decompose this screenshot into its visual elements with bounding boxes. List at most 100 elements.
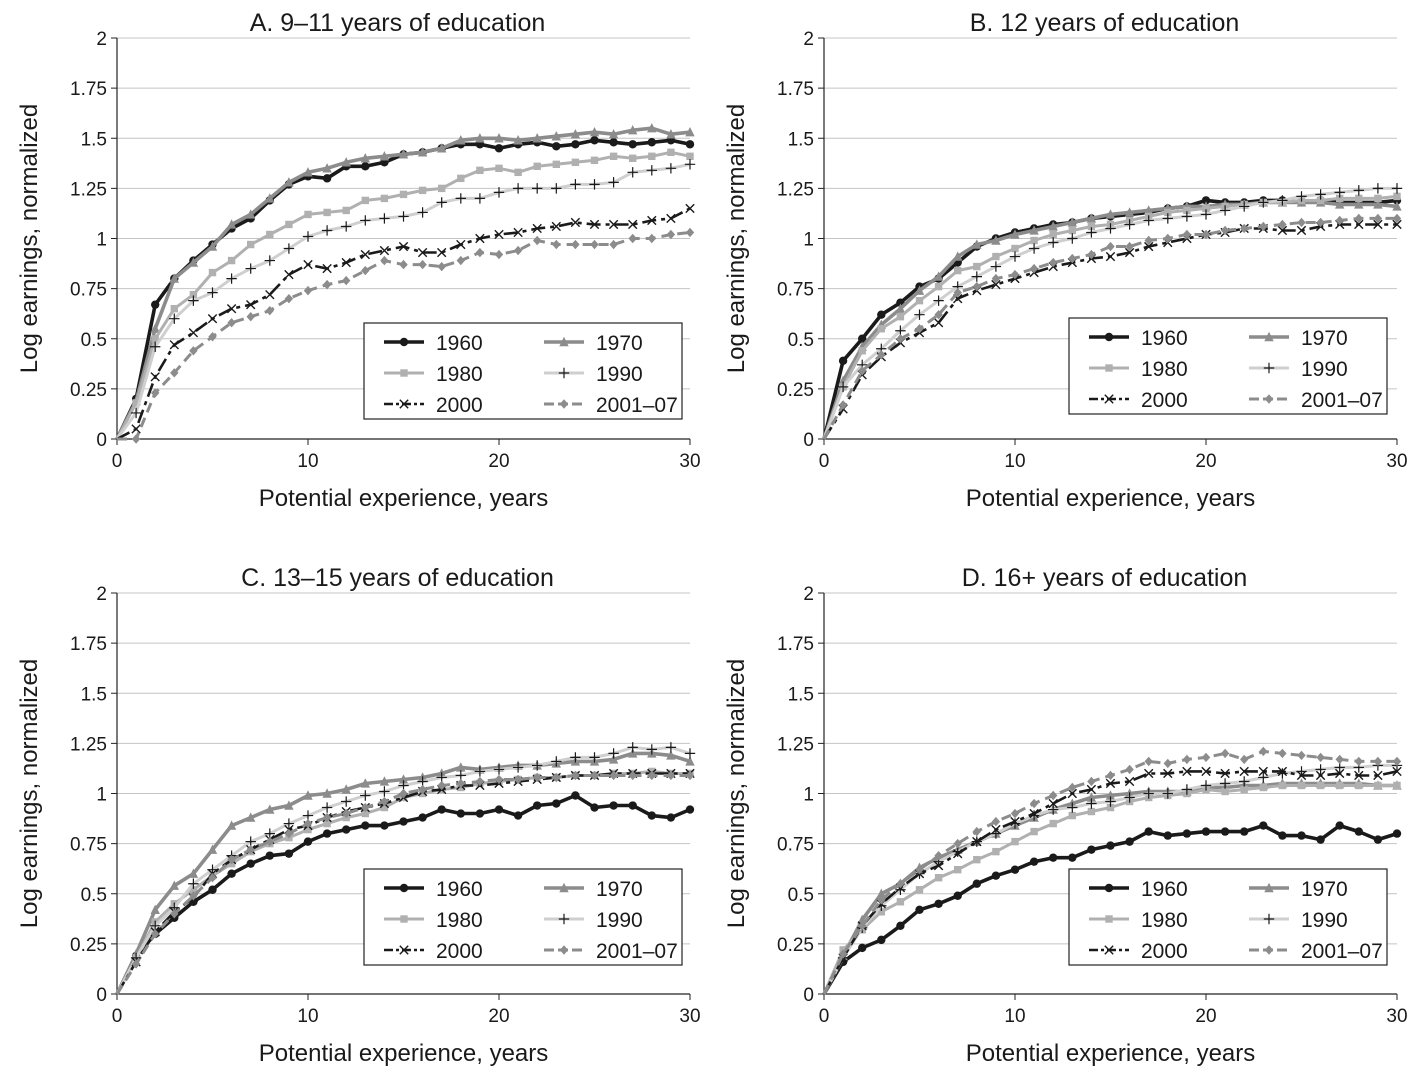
data-point: [608, 177, 619, 188]
data-point: [608, 219, 619, 230]
data-point: [991, 235, 1001, 245]
data-point: [1220, 768, 1230, 779]
x-tick-label: 20: [488, 1006, 509, 1027]
data-point: [1011, 244, 1019, 253]
data-point: [1183, 206, 1191, 215]
data-point: [1392, 756, 1402, 767]
data-point: [1125, 764, 1134, 775]
data-point: [1106, 241, 1115, 252]
data-point: [380, 255, 389, 266]
data-point: [379, 151, 390, 161]
data-point: [877, 908, 885, 916]
data-point: [1144, 235, 1153, 246]
series-5: [117, 227, 695, 444]
y-tick-label: 1: [803, 230, 814, 251]
data-point: [896, 898, 905, 906]
data-point: [627, 742, 638, 753]
x-tick-label: 30: [1386, 451, 1407, 472]
legend-label: 2001–07: [596, 394, 678, 417]
data-point: [150, 341, 161, 352]
y-axis-label: Log earnings, normalized: [16, 659, 43, 929]
series-4: [116, 203, 695, 441]
data-point: [322, 163, 332, 173]
data-point: [628, 233, 637, 244]
data-point: [991, 273, 1001, 284]
data-point: [628, 140, 637, 149]
x-tick-label: 30: [679, 1006, 700, 1027]
data-point: [456, 239, 466, 250]
data-point: [398, 149, 409, 159]
data-point: [246, 311, 255, 322]
data-point: [915, 905, 924, 914]
legend-marker: [559, 882, 569, 893]
data-point: [341, 221, 352, 232]
data-point: [590, 803, 599, 812]
data-point: [1391, 183, 1403, 194]
data-point: [361, 802, 370, 813]
data-point: [1240, 754, 1249, 765]
data-point: [265, 289, 275, 300]
data-point: [323, 208, 331, 217]
y-axis-label: Log earnings, normalized: [16, 104, 43, 374]
legend-marker: [399, 337, 409, 347]
data-point: [170, 909, 179, 919]
y-tick-label: 0.5: [81, 885, 107, 906]
data-point: [1316, 781, 1325, 790]
data-point: [570, 179, 581, 190]
data-point: [990, 261, 1002, 272]
data-point: [1106, 803, 1115, 812]
data-point: [1239, 776, 1250, 787]
y-tick-label: 0: [803, 430, 814, 451]
y-tick-label: 0.75: [70, 835, 107, 856]
data-point: [1067, 233, 1078, 244]
legend-label: 1980: [1141, 909, 1188, 932]
data-point: [475, 233, 485, 244]
data-point: [1259, 783, 1267, 792]
y-tick-label: 2: [96, 29, 107, 50]
data-point: [379, 213, 390, 224]
data-point: [1316, 196, 1325, 205]
legend-label: 1960: [436, 332, 483, 355]
legend-marker: [559, 399, 569, 409]
data-point: [972, 239, 982, 249]
data-point: [1029, 263, 1039, 274]
data-point: [207, 844, 218, 854]
data-point: [571, 158, 580, 167]
data-point: [151, 335, 159, 343]
data-point: [131, 424, 141, 434]
x-tick-label: 10: [1004, 451, 1025, 472]
data-point: [532, 133, 542, 143]
data-point: [1336, 194, 1344, 203]
legend-label: 1980: [436, 363, 483, 386]
data-point: [1355, 781, 1363, 790]
data-point: [1201, 766, 1211, 777]
data-point: [972, 281, 981, 292]
data-point: [265, 836, 274, 847]
data-point: [954, 266, 962, 275]
data-point: [877, 895, 886, 905]
data-point: [877, 350, 886, 360]
data-point: [1068, 253, 1077, 264]
data-point: [533, 162, 541, 171]
data-point: [361, 265, 370, 276]
data-point: [475, 133, 485, 143]
data-point: [283, 243, 295, 254]
data-point: [1124, 776, 1135, 787]
data-point: [647, 215, 657, 226]
legend-marker: [1105, 364, 1113, 372]
data-point: [647, 233, 656, 244]
data-point: [876, 888, 886, 898]
data-point: [437, 780, 446, 791]
data-point: [131, 959, 141, 969]
data-point: [380, 796, 389, 807]
data-point: [226, 273, 237, 284]
data-point: [1105, 223, 1116, 234]
x-axis-label: Potential experience, years: [966, 485, 1256, 512]
data-point: [322, 788, 332, 798]
data-point: [169, 313, 180, 324]
x-tick-label: 10: [297, 1006, 318, 1027]
data-point: [150, 372, 160, 382]
data-point: [1010, 865, 1020, 874]
legend-marker: [559, 336, 569, 347]
legend-label: 2001–07: [1301, 940, 1383, 963]
